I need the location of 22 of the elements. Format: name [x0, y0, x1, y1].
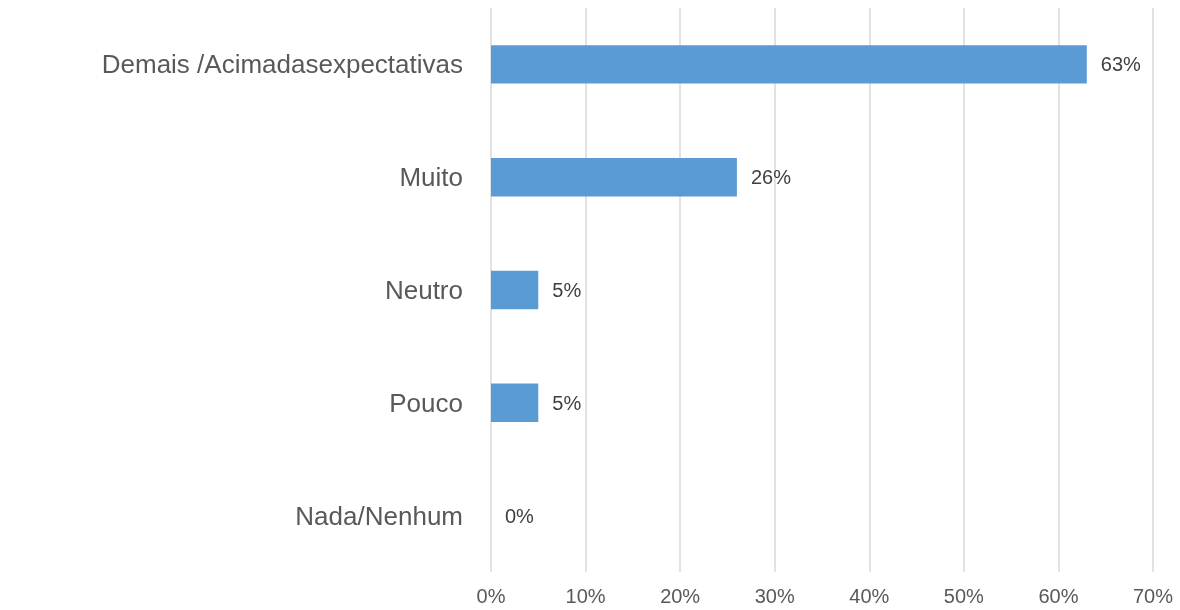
x-tick-label: 0%: [476, 585, 506, 607]
bar: [491, 383, 539, 422]
bar: [491, 45, 1087, 84]
y-tick-label: Neutro: [384, 275, 463, 305]
y-tick-label: Nada/Nenhum: [295, 500, 463, 531]
data-label: 0%: [505, 504, 535, 527]
y-tick-label: Muito: [399, 162, 463, 193]
y-tick-label: Pouco: [389, 387, 463, 418]
bar: [491, 158, 737, 197]
data-label: 5%: [552, 391, 582, 414]
x-tick-label: 50%: [943, 585, 985, 607]
x-tick-label: 10%: [565, 585, 606, 607]
x-tick-label: 70%: [1132, 585, 1174, 607]
x-tick-label: 60%: [1038, 585, 1079, 607]
x-tick-label: 40%: [849, 585, 890, 607]
data-label: 5%: [552, 279, 582, 301]
data-label: 26%: [750, 166, 792, 189]
x-tick-label: 20%: [660, 585, 701, 607]
bar: [491, 270, 539, 310]
y-tick-label: Demais /Acimadasexpectativas: [101, 49, 463, 80]
data-label: 63%: [1100, 53, 1142, 76]
x-tick-label: 30%: [754, 585, 795, 607]
